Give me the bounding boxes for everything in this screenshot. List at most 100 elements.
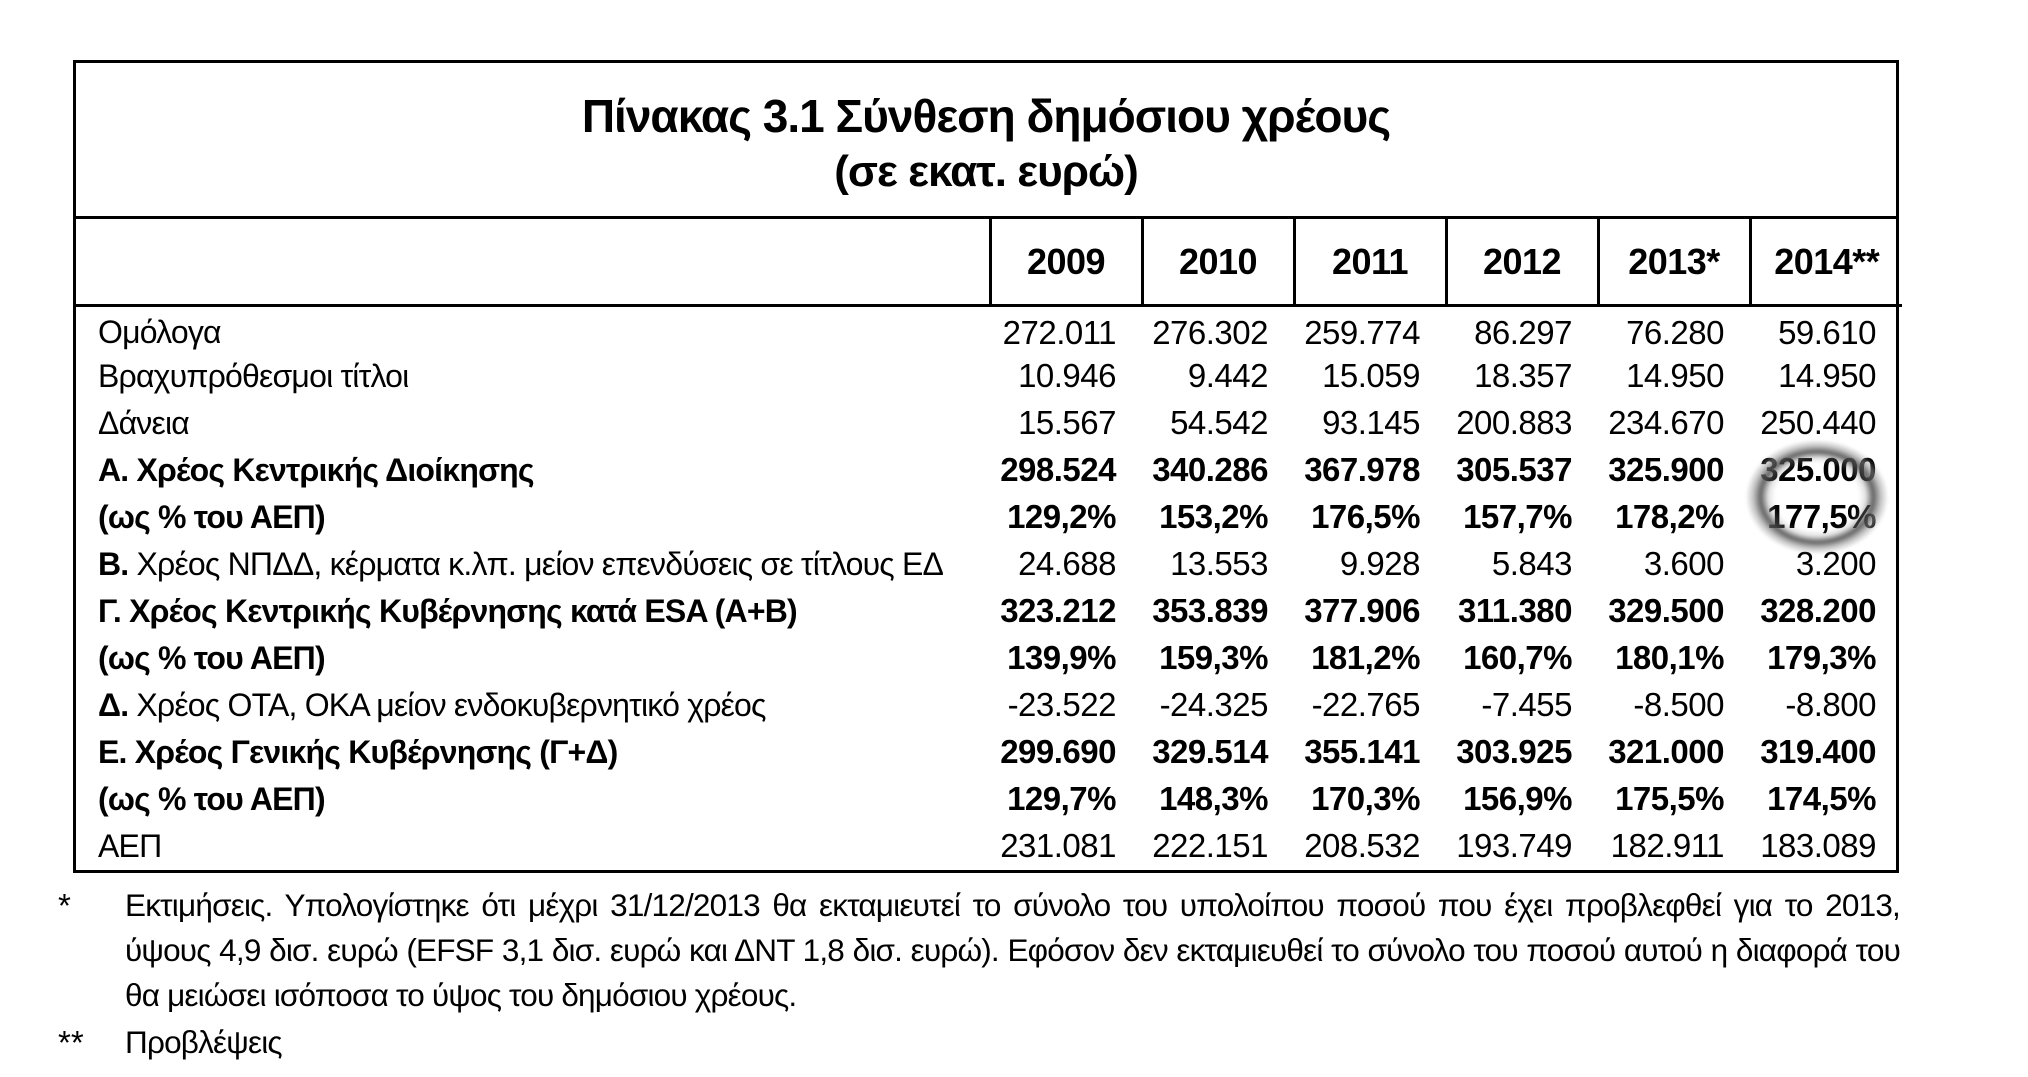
value-cell: 272.011 [1002,313,1117,351]
row-label: Α. Χρέος Κεντρικής Διοίκησης [76,447,990,494]
footnote-text: Εκτιμήσεις. Υπολογίστηκε ότι μέχρι 31/12… [125,887,1901,1013]
footnotes: * Εκτιμήσεις. Υπολογίστηκε ότι μέχρι 31/… [0,883,1901,1065]
table-row: (ως % του ΑΕΠ) 129,2% 153,2% 176,5% 157,… [76,494,1902,541]
row-label: Δάνεια [76,400,990,447]
value-cell: 176,5% [1311,498,1420,535]
row-label: ΑΕΠ [76,823,990,870]
year-header-2014: 2014** [1748,219,1902,307]
table-body: Ομόλογα 272.011 276.302 259.774 86.297 7… [76,306,1902,870]
row-label-text: Χρέος ΝΠΔΔ, κέρματα κ.λπ. μείον επενδύσε… [128,545,944,582]
value-cell: 323.212 [1000,592,1116,629]
value-cell: 303.925 [1456,733,1572,770]
table-row: Ομόλογα 272.011 276.302 259.774 86.297 7… [76,306,1902,353]
value-cell: 355.141 [1304,733,1420,770]
value-cell: 250.440 [1760,404,1876,441]
value-cell: 59.610 [1778,313,1876,351]
value-cell: -7.455 [1481,686,1572,723]
table-row: Βραχυπρόθεσμοι τίτλοι 10.946 9.442 15.05… [76,353,1902,400]
year-header-2012: 2012 [1444,219,1598,307]
row-label: Ομόλογα [76,306,990,353]
public-debt-table: Πίνακας 3.1 Σύνθεση δημόσιου χρέους (σε … [73,60,1902,873]
value-cell: 178,2% [1615,498,1724,535]
value-cell: 159,3% [1159,639,1268,676]
value-cell: 181,2% [1311,639,1420,676]
year-header-row: 2009 2010 2011 2012 2013* 2014** [76,219,1902,307]
value-cell: 193.749 [1456,827,1572,864]
footnote-forecasts: ** Προβλέψεις [0,1020,1900,1065]
value-cell: 3.200 [1795,545,1877,582]
value-cell: 5.843 [1491,545,1573,582]
row-label-text: Βραχυπρόθεσμοι τίτλοι [98,357,409,394]
value-cell: 340.286 [1152,451,1268,488]
value-cell: 180,1% [1615,639,1724,676]
row-label: (ως % του ΑΕΠ) [76,776,990,823]
footnote-marker: ** [58,1024,84,1061]
table-title-block: Πίνακας 3.1 Σύνθεση δημόσιου χρέους (σε … [76,63,1896,219]
value-cell: 9.442 [1187,357,1269,394]
value-cell: 329.514 [1152,733,1268,770]
value-cell: 153,2% [1159,498,1268,535]
row-label: Β. Χρέος ΝΠΔΔ, κέρματα κ.λπ. μείον επενδ… [76,541,990,588]
value-cell: 353.839 [1152,592,1268,629]
footnote-marker: * [58,887,71,924]
value-cell: 24.688 [1018,545,1116,582]
footnote-estimates: * Εκτιμήσεις. Υπολογίστηκε ότι μέχρι 31/… [0,883,1901,1018]
value-cell: 139,9% [1007,639,1116,676]
row-label: (ως % του ΑΕΠ) [76,635,990,682]
row-label-text: Δάνεια [98,404,190,441]
value-cell: 15.567 [1018,404,1116,441]
value-cell: 76.280 [1626,313,1724,351]
value-cell: 157,7% [1463,498,1572,535]
value-cell: 325.000 [1760,451,1876,488]
year-header-2009: 2009 [988,219,1142,307]
value-cell: 15.059 [1322,357,1420,394]
value-cell: 148,3% [1159,780,1268,817]
value-cell: -22.765 [1311,686,1421,723]
row-label: Ε. Χρέος Γενικής Κυβέρνησης (Γ+Δ) [76,729,990,776]
row-label-text: (ως % του ΑΕΠ) [98,498,326,535]
value-cell: 174,5% [1767,780,1876,817]
value-cell: 276.302 [1152,313,1268,351]
value-cell: 321.000 [1608,733,1724,770]
empty-header-cell [76,219,990,307]
value-cell: 129,7% [1007,780,1116,817]
table-row: ΑΕΠ 231.081 222.151 208.532 193.749 182.… [76,823,1902,870]
value-cell: 200.883 [1456,404,1572,441]
row-label-text: Ε. Χρέος Γενικής Κυβέρνησης (Γ+Δ) [98,733,618,770]
row-label: Γ. Χρέος Κεντρικής Κυβέρνησης κατά ESA (… [76,588,990,635]
row-label-text: (ως % του ΑΕΠ) [98,639,326,676]
value-cell: -23.522 [1007,686,1117,723]
value-cell: -8.800 [1785,686,1876,723]
value-cell: 234.670 [1608,404,1724,441]
value-cell: 298.524 [1000,451,1116,488]
data-table: 2009 2010 2011 2012 2013* 2014** Ομόλογα… [76,219,1902,870]
row-label: Βραχυπρόθεσμοι τίτλοι [76,353,990,400]
table-row: Δάνεια 15.567 54.542 93.145 200.883 234.… [76,400,1902,447]
value-cell: 177,5% [1767,498,1876,535]
year-header-2011: 2011 [1292,219,1446,307]
value-cell: 156,9% [1463,780,1572,817]
value-cell: 170,3% [1311,780,1420,817]
value-cell: 86.297 [1474,313,1572,351]
row-label-text: Α. Χρέος Κεντρικής Διοίκησης [98,451,535,488]
value-cell: 9.928 [1339,545,1421,582]
row-label-prefix: Β. [98,545,129,582]
value-cell: 325.900 [1608,451,1724,488]
row-label-text: Χρέος ΟΤΑ, ΟΚΑ μείον ενδοκυβερνητικό χρέ… [128,686,766,723]
value-cell: -8.500 [1633,686,1724,723]
value-cell: 175,5% [1615,780,1724,817]
row-label-text: (ως % του ΑΕΠ) [98,780,326,817]
value-cell: 18.357 [1474,357,1572,394]
value-cell: 305.537 [1456,451,1572,488]
value-cell: 14.950 [1778,357,1876,394]
table-row: Ε. Χρέος Γενικής Κυβέρνησης (Γ+Δ) 299.69… [76,729,1902,776]
value-cell: 222.151 [1152,827,1268,864]
value-cell: 183.089 [1760,827,1876,864]
value-cell: 328.200 [1760,592,1876,629]
table-row: (ως % του ΑΕΠ) 139,9% 159,3% 181,2% 160,… [76,635,1902,682]
value-cell: 311.380 [1458,592,1572,629]
table-subtitle: (σε εκατ. ευρώ) [834,147,1138,196]
table-row: Γ. Χρέος Κεντρικής Κυβέρνησης κατά ESA (… [76,588,1902,635]
value-cell: 14.950 [1626,357,1724,394]
